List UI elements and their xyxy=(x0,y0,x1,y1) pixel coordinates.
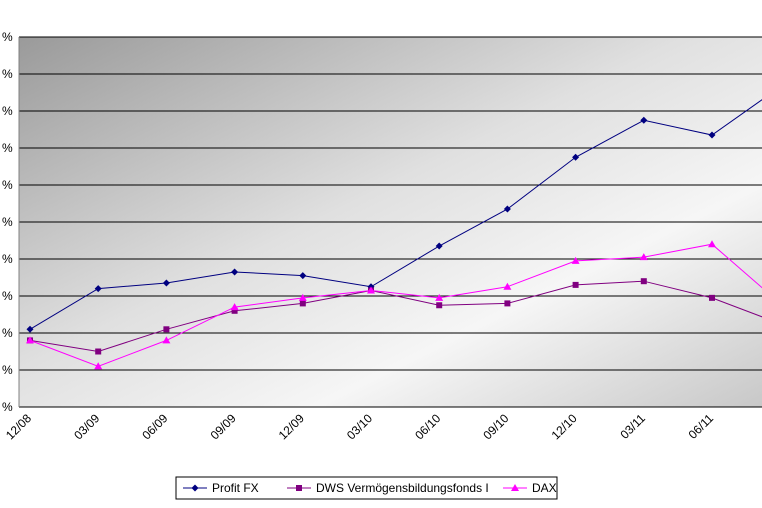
x-tick-label: 03/09 xyxy=(71,411,102,442)
data-point xyxy=(435,242,443,250)
data-point xyxy=(367,286,375,294)
data-point xyxy=(299,300,306,307)
legend: Profit FX DWS Vermögensbildungsfonds I DAX xyxy=(175,476,558,500)
y-tick-label: % xyxy=(2,289,13,303)
data-point xyxy=(436,302,443,309)
y-tick-label: % xyxy=(2,326,13,340)
y-tick-label: % xyxy=(2,141,13,155)
x-tick-label: 03/10 xyxy=(344,411,375,442)
data-point xyxy=(503,205,511,213)
data-point xyxy=(94,285,102,293)
data-point xyxy=(26,325,34,333)
y-axis-ticks: %%%%%%%%%%% xyxy=(2,30,13,414)
data-point xyxy=(230,303,239,311)
series-line xyxy=(29,99,762,330)
data-point xyxy=(299,272,307,280)
x-tick-label: 06/11 xyxy=(686,411,717,442)
data-point xyxy=(504,300,511,307)
gridlines xyxy=(18,36,762,408)
legend-label: DAX xyxy=(532,481,557,495)
data-point xyxy=(709,294,715,301)
data-point xyxy=(298,293,307,301)
y-tick-label: % xyxy=(2,30,13,44)
data-point xyxy=(162,336,171,344)
legend-label: DWS Vermögensbildungsfonds I xyxy=(316,481,489,495)
y-tick-label: % xyxy=(2,215,13,229)
data-point xyxy=(163,326,170,333)
x-axis-ticks: 12/08 03/09 06/09 09/09 12/09 03/10 06/10 09/10… xyxy=(3,411,716,442)
y-tick-label: % xyxy=(2,178,13,192)
data-point xyxy=(26,336,34,344)
x-tick-label: 06/09 xyxy=(139,411,170,442)
x-tick-label: 12/09 xyxy=(276,411,307,442)
y-tick-label: % xyxy=(2,363,13,377)
legend-box xyxy=(175,476,558,500)
y-tick-label: % xyxy=(2,104,13,118)
data-point xyxy=(708,240,716,248)
legend-label: Profit FX xyxy=(212,481,259,495)
data-point xyxy=(231,307,238,314)
x-tick-label: 12/08 xyxy=(3,411,34,442)
data-point xyxy=(95,348,102,355)
y-tick-label: % xyxy=(2,400,13,414)
data-point xyxy=(503,282,512,290)
data-point xyxy=(572,281,579,288)
legend-marker xyxy=(191,484,199,492)
data-point xyxy=(231,268,239,276)
data-point xyxy=(708,131,716,139)
series-line xyxy=(29,243,762,367)
data-point xyxy=(640,116,648,124)
series-line xyxy=(29,280,762,353)
data-point xyxy=(94,362,103,370)
legend-marker xyxy=(511,484,519,491)
data-point xyxy=(639,253,648,261)
data-point xyxy=(640,278,647,285)
y-tick-label: % xyxy=(2,67,13,81)
data-point xyxy=(572,153,580,161)
x-tick-label: 12/10 xyxy=(549,411,580,442)
data-point xyxy=(162,279,170,287)
series-2 xyxy=(26,240,762,370)
data-point xyxy=(435,293,444,301)
x-tick-label: 09/10 xyxy=(480,411,511,442)
legend-marker xyxy=(296,485,302,491)
series-group xyxy=(26,99,762,370)
x-tick-label: 03/11 xyxy=(617,411,648,442)
y-tick-label: % xyxy=(2,252,13,266)
x-tick-label: 09/09 xyxy=(208,411,239,442)
x-tick-label: 06/10 xyxy=(412,411,443,442)
data-point xyxy=(571,256,580,264)
